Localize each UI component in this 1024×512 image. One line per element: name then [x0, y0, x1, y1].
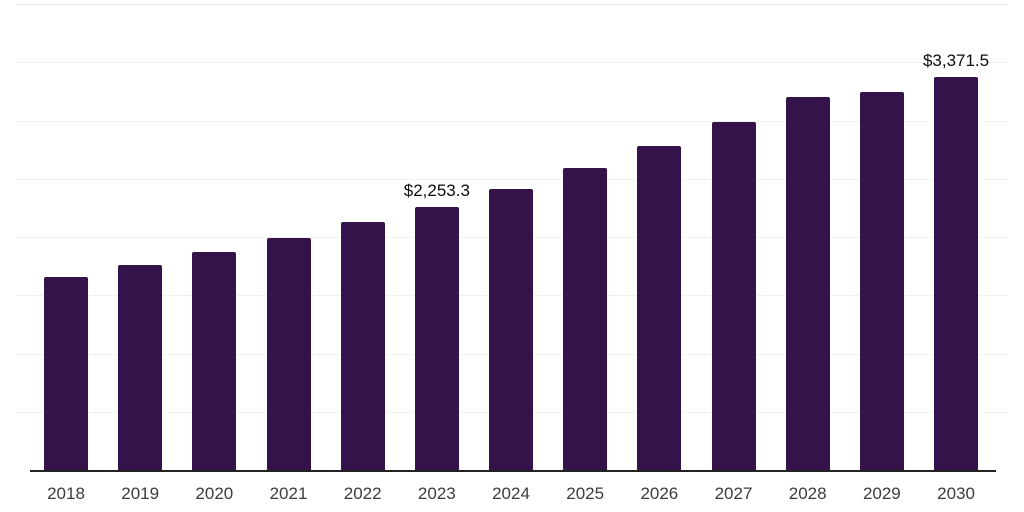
x-tick-label-2019: 2019 — [121, 484, 160, 503]
x-tick-label-2030: 2030 — [937, 484, 975, 503]
x-tick-label-2029: 2029 — [862, 484, 901, 503]
x-tick-label-2023: 2023 — [417, 484, 456, 503]
bar-2028 — [785, 96, 830, 470]
x-tick-label-2022: 2022 — [343, 484, 382, 503]
x-tick-label-2027: 2027 — [714, 484, 753, 503]
x-tick-label-2028: 2028 — [788, 484, 827, 503]
x-axis-line — [30, 470, 996, 472]
bar-2023 — [414, 207, 459, 470]
gridline-2500 — [16, 178, 1008, 180]
gridline-3500 — [16, 62, 1008, 64]
bar-2027 — [711, 121, 756, 470]
value-label-2023: $2,253.3 — [403, 181, 470, 201]
x-tick-label-2026: 2026 — [640, 484, 679, 503]
x-tick-label-2018: 2018 — [47, 484, 85, 503]
x-tick-label-2020: 2020 — [195, 484, 234, 503]
bar-2019 — [118, 264, 163, 470]
bar-2029 — [859, 91, 904, 470]
bar-2026 — [637, 145, 682, 470]
bar-2024 — [489, 188, 534, 470]
value-label-2030: $3,371.5 — [922, 51, 990, 71]
bar-2020 — [192, 251, 237, 470]
x-tick-label-2025: 2025 — [566, 484, 605, 503]
bar-2030 — [934, 77, 979, 470]
gridline-3000 — [16, 120, 1008, 122]
x-tick-label-2024: 2024 — [492, 484, 530, 503]
x-tick-label-2021: 2021 — [269, 484, 308, 503]
gridline-4000 — [16, 4, 1008, 5]
bar-2021 — [266, 238, 311, 470]
bar-2022 — [340, 221, 385, 470]
bar-2018 — [44, 277, 88, 470]
bar-2025 — [563, 168, 608, 470]
